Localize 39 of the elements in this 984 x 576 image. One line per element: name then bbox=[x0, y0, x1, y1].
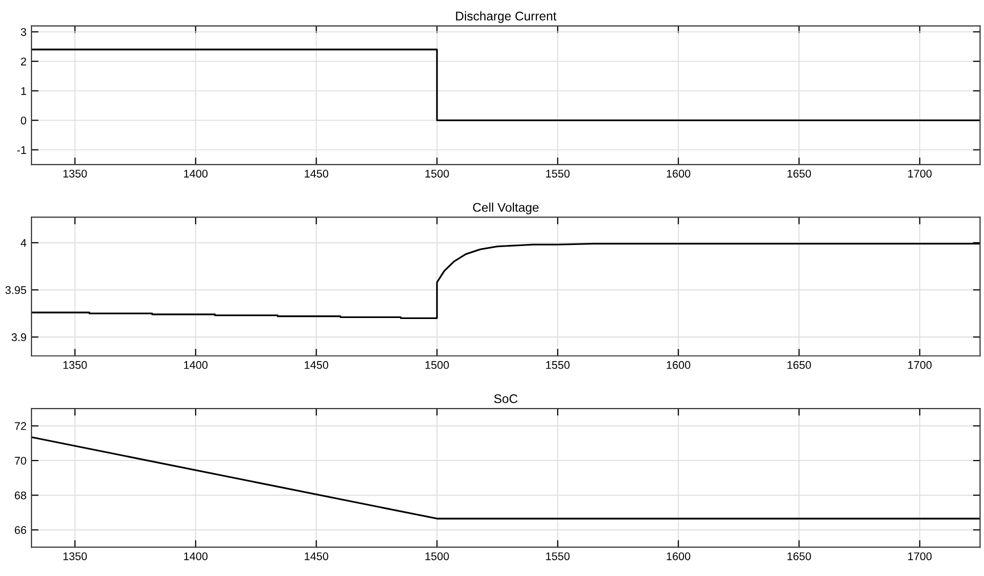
y-tick-label: 68 bbox=[14, 491, 26, 500]
y-tick-label: 0 bbox=[20, 116, 26, 124]
chart-title: Discharge Current bbox=[456, 11, 556, 23]
y-tick-label: -1 bbox=[17, 146, 26, 154]
y-tick-label: 4 bbox=[20, 239, 26, 247]
x-tick-label: 1700 bbox=[908, 170, 932, 178]
y-tick-label: 70 bbox=[14, 456, 26, 465]
x-tick-label: 1350 bbox=[63, 170, 87, 178]
chart-title: Cell Voltage bbox=[473, 202, 539, 214]
x-tick-label: 1550 bbox=[546, 552, 570, 560]
x-tick-label: 1450 bbox=[304, 552, 328, 560]
x-tick-label: 1600 bbox=[666, 552, 690, 560]
x-tick-label: 1400 bbox=[184, 170, 208, 178]
x-tick-label: 1700 bbox=[908, 361, 932, 369]
y-tick-label: 72 bbox=[14, 422, 26, 430]
x-tick-label: 1400 bbox=[184, 361, 208, 369]
y-tick-label: 3 bbox=[20, 28, 26, 36]
x-tick-label: 1500 bbox=[425, 170, 449, 178]
x-tick-label: 1600 bbox=[666, 170, 690, 178]
x-tick-label: 1700 bbox=[908, 552, 932, 560]
x-tick-label: 1500 bbox=[425, 361, 449, 369]
x-tick-label: 1550 bbox=[546, 170, 570, 178]
y-tick-label: 2 bbox=[21, 58, 26, 66]
y-tick-label: 3.9 bbox=[12, 333, 26, 342]
x-tick-label: 1350 bbox=[63, 552, 87, 560]
chart-title: SoC bbox=[494, 394, 518, 404]
x-tick-label: 1650 bbox=[788, 170, 811, 178]
x-tick-label: 1600 bbox=[666, 361, 690, 369]
y-tick-label: 66 bbox=[14, 526, 26, 534]
x-tick-label: 1450 bbox=[304, 170, 328, 178]
y-tick-label: 3.95 bbox=[5, 286, 26, 294]
x-tick-label: 1550 bbox=[546, 361, 570, 369]
y-tick-label: 1 bbox=[21, 87, 26, 95]
x-tick-label: 1500 bbox=[425, 552, 449, 560]
x-tick-label: 1450 bbox=[304, 361, 328, 369]
x-tick-label: 1650 bbox=[788, 552, 811, 560]
x-tick-label: 1650 bbox=[788, 361, 811, 369]
x-tick-label: 1350 bbox=[63, 361, 87, 369]
x-tick-label: 1400 bbox=[184, 552, 208, 560]
